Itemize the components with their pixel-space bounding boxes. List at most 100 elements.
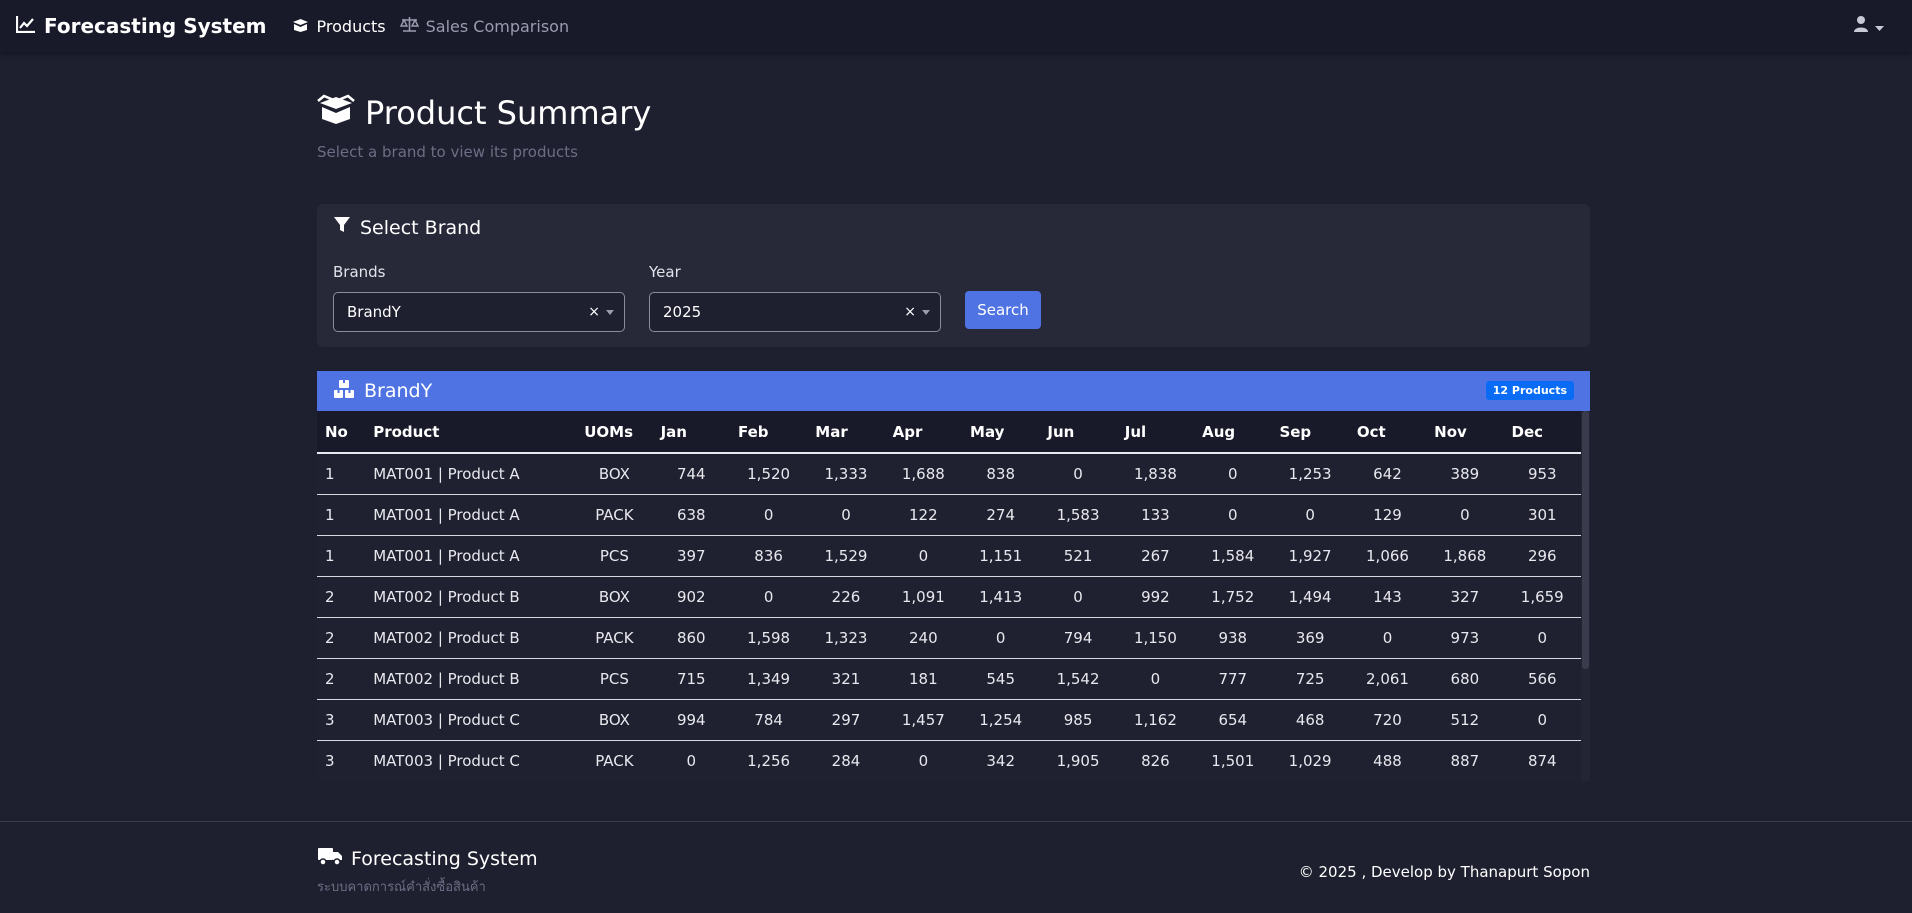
table-cell: 521 <box>1039 535 1117 577</box>
table-cell: 784 <box>729 699 808 741</box>
search-button[interactable]: Search <box>965 291 1041 329</box>
table-cell: 994 <box>652 699 730 741</box>
table-cell: PCS <box>576 535 653 577</box>
table-row: 3 MAT003 | Product C BOX 994 784 297 1,457 1,25… <box>317 699 1581 741</box>
table-cell: MAT002 | Product B <box>365 576 577 618</box>
table-cell: 1,333 <box>807 453 885 495</box>
column-header: Aug <box>1194 411 1272 454</box>
table-cell: 1,838 <box>1116 453 1195 495</box>
table-scrollbar[interactable] <box>1581 411 1590 781</box>
table-row: 1 MAT001 | Product A PACK 638 0 0 122 274 1,583 1… <box>317 494 1581 536</box>
table-cell: 953 <box>1503 453 1581 495</box>
table-cell: 512 <box>1426 699 1504 741</box>
table-cell: 0 <box>1503 617 1581 659</box>
table-row: 2 MAT002 | Product B PACK 860 1,598 1,323 240 0… <box>317 617 1581 659</box>
column-header: Jul <box>1116 411 1195 454</box>
table-cell: 1,091 <box>884 576 963 618</box>
table-row: 2 MAT002 | Product B BOX 902 0 226 1,091 1,413 0… <box>317 576 1581 618</box>
table-cell: 1,529 <box>807 535 885 577</box>
table-cell: 1,752 <box>1194 576 1272 618</box>
table-cell: 2 <box>317 658 366 700</box>
year-select[interactable]: 2025 × <box>649 292 941 332</box>
table-cell: 0 <box>962 617 1040 659</box>
table-cell: MAT001 | Product A <box>365 494 577 536</box>
chevron-down-icon <box>1875 17 1884 36</box>
clear-icon[interactable]: × <box>588 304 600 320</box>
brands-label: Brands <box>333 263 386 281</box>
table-cell: 1,868 <box>1426 535 1504 577</box>
table-cell: 985 <box>1039 699 1117 741</box>
table-cell: 3 <box>317 699 366 741</box>
scrollbar-thumb[interactable] <box>1582 411 1589 669</box>
column-header: Apr <box>884 411 963 454</box>
table-cell: MAT002 | Product B <box>365 617 577 659</box>
table-cell: 794 <box>1039 617 1117 659</box>
table-cell: 874 <box>1503 740 1581 781</box>
table-cell: 992 <box>1116 576 1195 618</box>
clear-icon[interactable]: × <box>904 304 916 320</box>
table-row: 3 MAT003 | Product C PACK 0 1,256 284 0 342 1,90… <box>317 740 1581 781</box>
footer: Forecasting System ระบบคาดการณ์คำสั่งซื้… <box>0 821 1912 913</box>
table-cell: 902 <box>652 576 730 618</box>
box-open-icon <box>317 94 355 132</box>
table-cell: 0 <box>1194 494 1272 536</box>
table-cell: 389 <box>1426 453 1504 495</box>
table-cell: 240 <box>884 617 963 659</box>
table-cell: 1,520 <box>729 453 808 495</box>
user-menu[interactable] <box>1853 15 1884 37</box>
table-cell: 860 <box>652 617 730 659</box>
table-cell: 725 <box>1271 658 1349 700</box>
table-cell: 777 <box>1194 658 1272 700</box>
table-cell: 642 <box>1348 453 1427 495</box>
nav-link-label: Sales Comparison <box>425 16 570 36</box>
table-cell: 887 <box>1426 740 1504 781</box>
table-cell: 545 <box>962 658 1040 700</box>
table-header-row: No Product UOMs Jan Feb Mar Apr May Jun Jul Aug Sep… <box>317 411 1581 454</box>
card-header-text: Select Brand <box>360 216 482 239</box>
truck-icon <box>317 846 343 871</box>
table-cell: 321 <box>807 658 885 700</box>
table-cell: 0 <box>1348 617 1427 659</box>
column-header: Mar <box>807 411 885 454</box>
table-cell: 720 <box>1348 699 1427 741</box>
table-cell: 1,688 <box>884 453 963 495</box>
page-title-text: Product Summary <box>365 94 652 132</box>
table-cell: 1,349 <box>729 658 808 700</box>
table-title: BrandY <box>364 380 433 402</box>
navbar-brand[interactable]: Forecasting System <box>15 14 267 38</box>
table-cell: 133 <box>1116 494 1195 536</box>
table-cell: 1,542 <box>1039 658 1117 700</box>
table-cell: MAT002 | Product B <box>365 658 577 700</box>
brand-text: Forecasting System <box>44 14 267 38</box>
product-table-card: BrandY 12 Products No Product UOMs Jan Feb Ma… <box>317 371 1590 781</box>
table-cell: 274 <box>962 494 1040 536</box>
footer-title: Forecasting System <box>317 846 538 871</box>
nav-link-products[interactable]: Products <box>291 17 386 36</box>
table-cell: 1 <box>317 535 366 577</box>
table-cell: 826 <box>1116 740 1195 781</box>
year-label: Year <box>649 263 681 281</box>
table-cell: 226 <box>807 576 885 618</box>
table-cell: 1,256 <box>729 740 808 781</box>
table-cell: 1 <box>317 453 366 495</box>
table-cell: 129 <box>1348 494 1427 536</box>
table-cell: PACK <box>576 617 653 659</box>
table-cell: MAT001 | Product A <box>365 535 577 577</box>
table-cell: 838 <box>962 453 1040 495</box>
table-cell: 566 <box>1503 658 1581 700</box>
brand-select[interactable]: BrandY × <box>333 292 625 332</box>
column-header: UOMs <box>576 411 653 454</box>
table-cell: 284 <box>807 740 885 781</box>
table-scroll-area[interactable]: No Product UOMs Jan Feb Mar Apr May Jun Jul Aug Sep… <box>317 411 1590 781</box>
table-cell: 0 <box>1039 576 1117 618</box>
nav-link-sales-comparison[interactable]: Sales Comparison <box>399 16 570 36</box>
column-header: Nov <box>1426 411 1504 454</box>
column-header: Feb <box>729 411 808 454</box>
nav-link-label: Products <box>316 16 386 36</box>
table-cell: 1,413 <box>962 576 1040 618</box>
table-cell: 0 <box>1194 453 1272 495</box>
table-cell: 680 <box>1426 658 1504 700</box>
table-cell: 1,494 <box>1271 576 1349 618</box>
table-cell: 1,584 <box>1194 535 1272 577</box>
table-cell: 0 <box>884 535 963 577</box>
